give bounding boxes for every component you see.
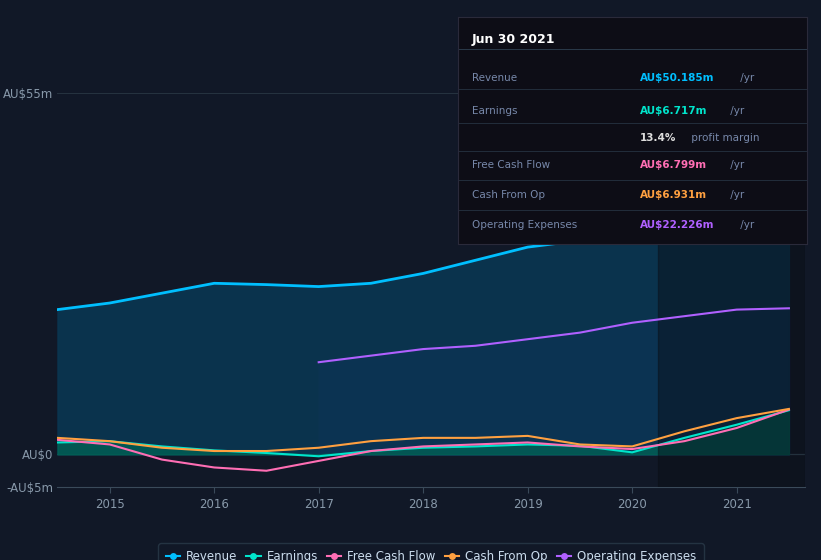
- Text: Earnings: Earnings: [472, 106, 517, 116]
- Text: AU$6.931m: AU$6.931m: [640, 190, 707, 200]
- Text: AU$6.799m: AU$6.799m: [640, 160, 707, 170]
- Text: profit margin: profit margin: [689, 133, 760, 143]
- Text: /yr: /yr: [737, 221, 754, 231]
- Text: /yr: /yr: [727, 160, 745, 170]
- Text: Jun 30 2021: Jun 30 2021: [472, 32, 556, 46]
- Text: Revenue: Revenue: [472, 73, 517, 83]
- Text: AU$6.717m: AU$6.717m: [640, 106, 707, 116]
- Text: Operating Expenses: Operating Expenses: [472, 221, 577, 231]
- Bar: [658, 73, 805, 487]
- Text: Cash From Op: Cash From Op: [472, 190, 545, 200]
- Legend: Revenue, Earnings, Free Cash Flow, Cash From Op, Operating Expenses: Revenue, Earnings, Free Cash Flow, Cash …: [158, 543, 704, 560]
- Text: AU$50.185m: AU$50.185m: [640, 73, 714, 83]
- Text: /yr: /yr: [737, 73, 754, 83]
- Text: /yr: /yr: [727, 106, 745, 116]
- Text: Free Cash Flow: Free Cash Flow: [472, 160, 550, 170]
- Text: /yr: /yr: [727, 190, 745, 200]
- Text: 13.4%: 13.4%: [640, 133, 676, 143]
- Text: AU$22.226m: AU$22.226m: [640, 221, 714, 231]
